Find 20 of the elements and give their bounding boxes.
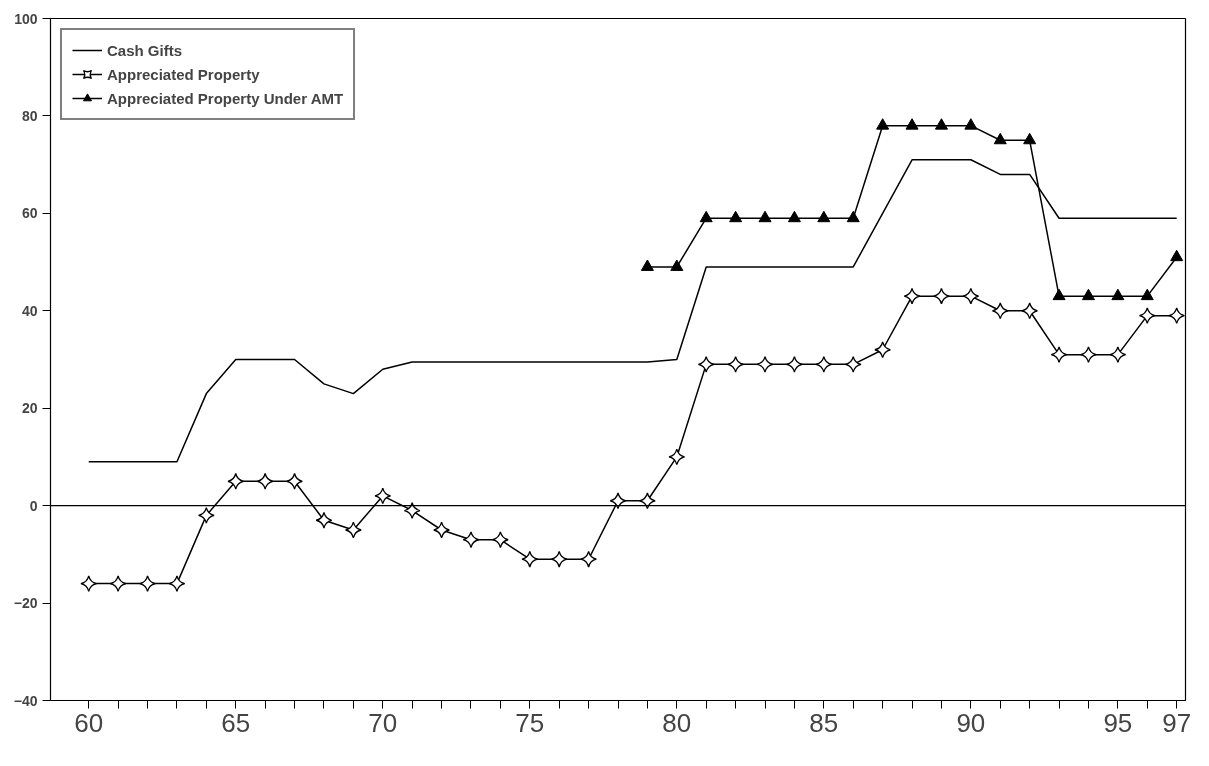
y-tick-label: −40	[13, 692, 38, 709]
legend-label: Appreciated Property Under AMT	[107, 89, 344, 107]
y-tick-label: −20	[13, 595, 38, 612]
y-tick-label: 0	[29, 497, 38, 514]
x-tick-label: 85	[809, 707, 839, 738]
x-tick-label: 60	[74, 707, 104, 738]
x-tick-label: 65	[221, 707, 251, 738]
x-tick-label: 75	[515, 707, 545, 738]
x-tick-label: 97	[1162, 707, 1192, 738]
x-tick-label: 95	[1103, 707, 1133, 738]
x-tick-label: 80	[662, 707, 692, 738]
y-tick-label: 20	[21, 400, 38, 417]
y-tick-label: 80	[21, 107, 38, 124]
x-tick-label: 70	[368, 707, 398, 738]
legend-label: Appreciated Property	[107, 65, 260, 83]
y-tick-label: 100	[14, 10, 38, 27]
x-tick-label: 90	[956, 707, 986, 738]
y-tick-label: 40	[21, 302, 38, 319]
y-tick-label: 60	[21, 205, 38, 222]
legend-label: Cash Gifts	[107, 41, 183, 59]
